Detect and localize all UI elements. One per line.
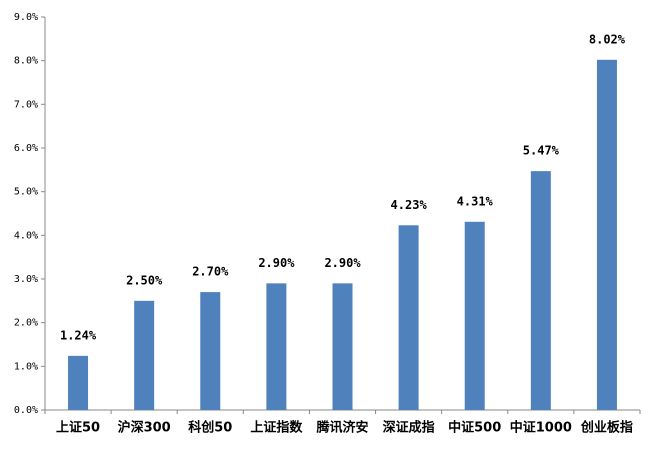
y-tick-label: 1.0%: [14, 361, 38, 372]
bar: [332, 283, 353, 410]
value-label: 4.23%: [391, 198, 428, 212]
value-label: 2.70%: [192, 265, 229, 279]
x-tick-label: 中证1000: [510, 420, 572, 436]
y-tick-label: 7.0%: [14, 99, 38, 110]
bar: [464, 221, 485, 410]
y-tick-label: 8.0%: [14, 56, 38, 67]
value-label: 4.31%: [457, 194, 494, 208]
bar: [134, 300, 155, 410]
value-label: 2.50%: [126, 273, 163, 287]
bar: [68, 355, 89, 410]
x-tick-label: 中证500: [448, 420, 501, 436]
x-tick-label: 腾讯济安: [315, 420, 368, 436]
bar: [266, 283, 287, 410]
x-tick-label: 沪深300: [118, 420, 171, 436]
x-tick-label: 科创50: [188, 420, 232, 436]
y-tick-label: 2.0%: [14, 318, 38, 329]
value-label: 2.90%: [324, 256, 361, 270]
y-tick-label: 5.0%: [14, 187, 38, 198]
bar: [596, 59, 617, 410]
y-tick-label: 4.0%: [14, 230, 38, 241]
y-tick-label: 6.0%: [14, 143, 38, 154]
bar: [200, 292, 221, 410]
value-label: 2.90%: [258, 256, 295, 270]
x-tick-label: 深证成指: [383, 420, 435, 436]
bar: [398, 225, 419, 410]
x-tick-label: 上证指数: [250, 420, 303, 436]
value-label: 8.02%: [589, 32, 626, 46]
y-tick-label: 3.0%: [14, 274, 38, 285]
value-label: 1.24%: [60, 328, 97, 342]
bar: [530, 171, 551, 410]
y-tick-label: 0.0%: [14, 405, 38, 416]
x-tick-label: 上证50: [56, 421, 100, 436]
y-tick-label: 9.0%: [14, 12, 38, 23]
x-tick-label: 创业板指: [580, 420, 633, 436]
value-label: 5.47%: [523, 144, 560, 158]
